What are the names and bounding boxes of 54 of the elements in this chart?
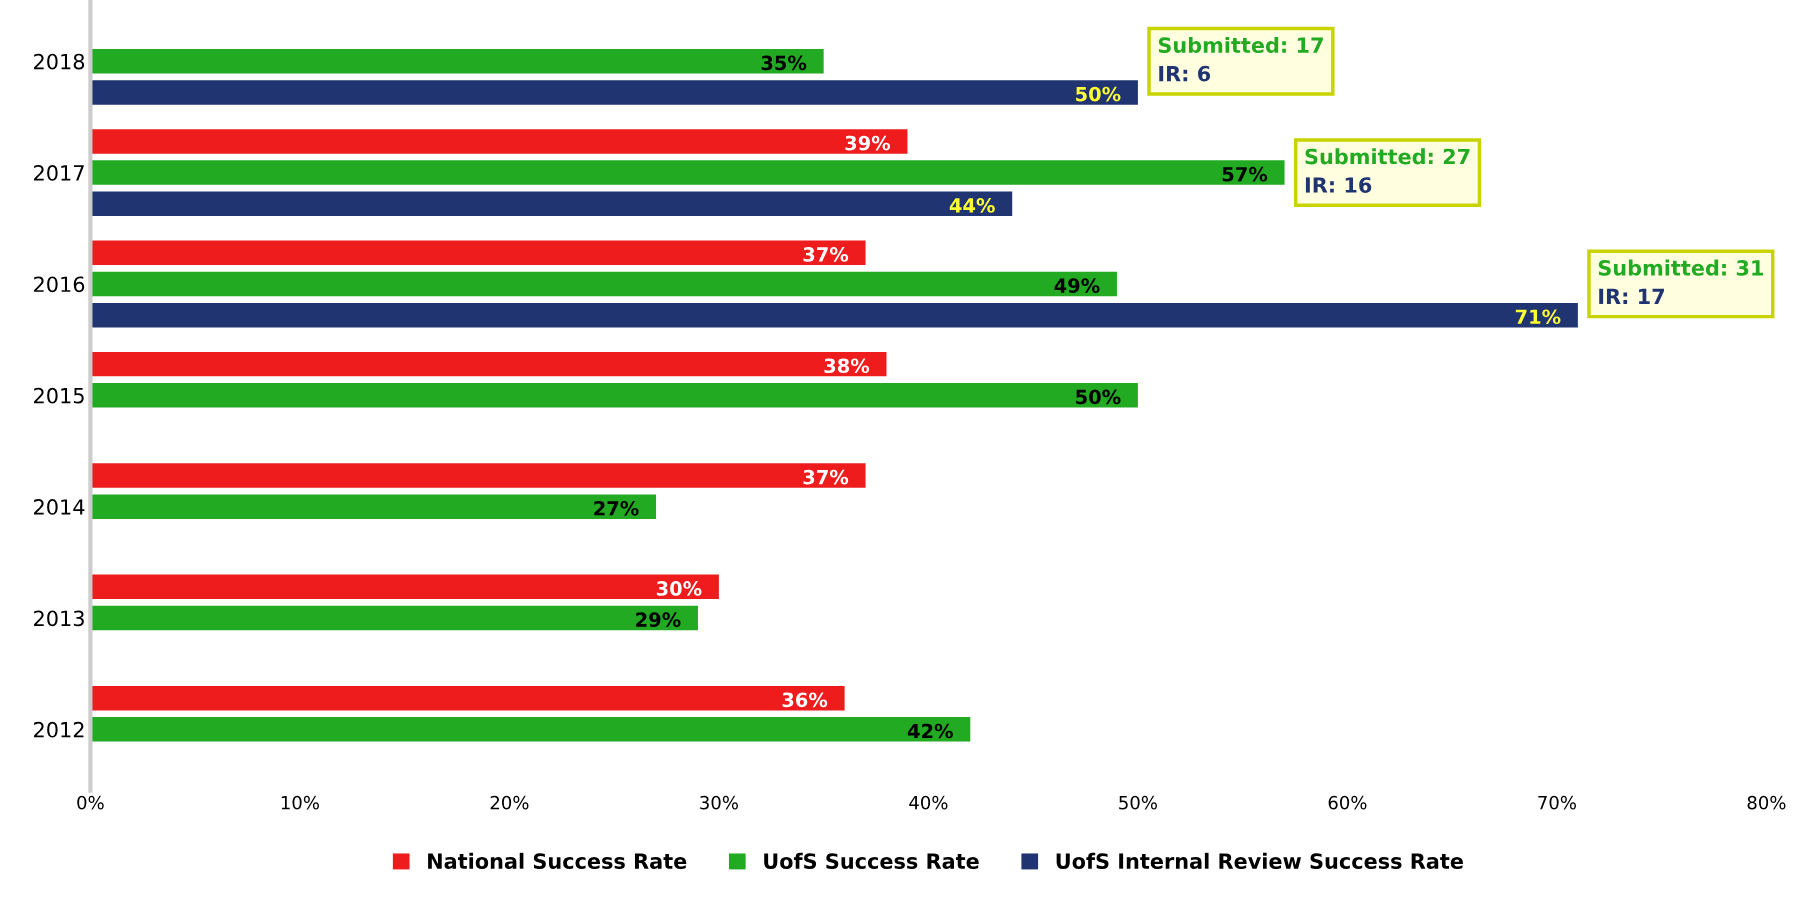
- y-tick-label: 2014: [34, 499, 85, 515]
- bar: [90, 271, 1117, 297]
- x-tick-label: 80%: [1747, 795, 1786, 810]
- data-label: 71%: [1515, 309, 1561, 325]
- x-tick-label: 50%: [1119, 795, 1157, 810]
- bar: [90, 685, 845, 711]
- y-tick-label: 2015: [34, 387, 84, 404]
- data-label: 27%: [594, 500, 639, 516]
- bar: [90, 80, 1138, 105]
- data-label: 50%: [1076, 86, 1121, 102]
- data-label: 42%: [907, 723, 953, 739]
- data-label: 50%: [1076, 389, 1121, 405]
- legend-label: National Success Rate: [428, 852, 687, 869]
- data-label: 49%: [1054, 278, 1100, 293]
- bar: [90, 351, 887, 377]
- y-tick-label: 2018: [34, 53, 85, 70]
- bar: [90, 383, 1138, 408]
- data-label: 44%: [949, 198, 995, 213]
- bar: [90, 605, 698, 631]
- x-tick-label: 20%: [490, 795, 529, 810]
- y-tick-label: 2012: [34, 721, 84, 738]
- x-tick-label: 0%: [77, 795, 104, 810]
- bar: [90, 717, 971, 742]
- legend-label: UofS Internal Review Success Rate: [1056, 852, 1463, 869]
- data-label: 36%: [782, 692, 828, 708]
- data-label: 39%: [845, 135, 891, 151]
- bar: [90, 302, 1578, 328]
- data-label: 57%: [1222, 166, 1268, 182]
- bar: [90, 240, 866, 266]
- x-tick-label: 10%: [281, 795, 319, 810]
- bar: [90, 463, 866, 488]
- data-label: 37%: [803, 247, 849, 262]
- data-label: 35%: [761, 55, 807, 71]
- x-tick-label: 40%: [909, 795, 948, 810]
- data-label: 38%: [824, 358, 870, 374]
- y-tick-label: 2013: [34, 610, 84, 627]
- legend-label: UofS Success Rate: [764, 852, 979, 869]
- data-label: 37%: [803, 469, 849, 485]
- y-tick-label: 2017: [34, 165, 84, 181]
- bar: [90, 160, 1285, 185]
- x-tick-label: 30%: [700, 795, 738, 810]
- annotation: Submitted: 31 IR: 17: [1598, 259, 1764, 304]
- data-label: 29%: [636, 612, 681, 627]
- annotation: Submitted: 27 IR: 16: [1305, 148, 1470, 193]
- bar: [90, 129, 908, 154]
- annotation: Submitted: 17 IR: 6: [1158, 36, 1323, 82]
- bar: [90, 49, 824, 74]
- bar: [90, 191, 1013, 217]
- x-tick-label: 60%: [1328, 795, 1367, 810]
- x-tick-label: 70%: [1538, 795, 1576, 810]
- bar: [90, 494, 657, 519]
- y-tick-label: 2016: [34, 276, 85, 293]
- data-label: 30%: [656, 581, 702, 596]
- bar: [90, 574, 719, 600]
